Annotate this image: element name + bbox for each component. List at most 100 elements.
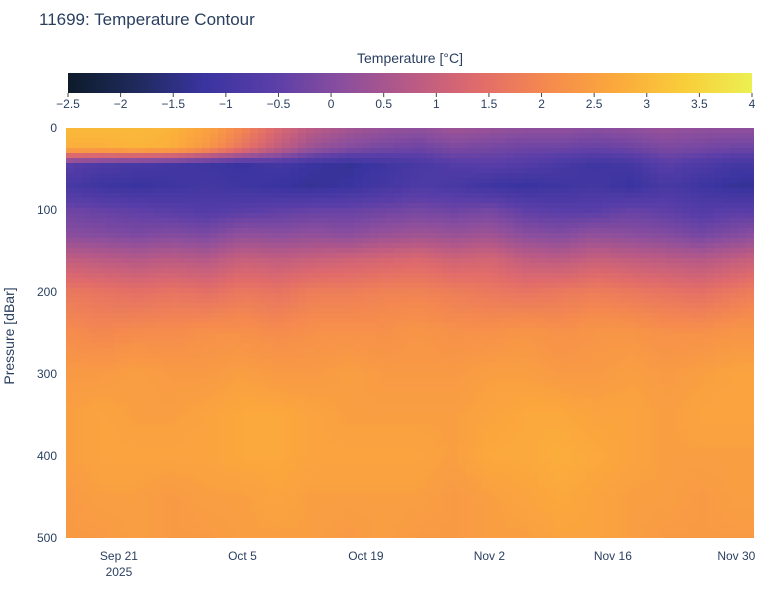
- heatmap-cell: [546, 373, 555, 379]
- heatmap-cell: [626, 258, 635, 264]
- heatmap-cell: [746, 398, 754, 404]
- heatmap-cell: [698, 303, 707, 309]
- heatmap-cell: [642, 328, 651, 334]
- heatmap-cell: [610, 333, 619, 339]
- heatmap-cell: [482, 233, 491, 239]
- heatmap-cell: [514, 173, 523, 179]
- heatmap-cell: [170, 368, 179, 374]
- heatmap-cell: [162, 268, 171, 274]
- heatmap-cell: [378, 373, 387, 379]
- heatmap-cell: [522, 343, 531, 349]
- heatmap-cell: [578, 313, 587, 319]
- heatmap-cell: [66, 288, 75, 294]
- heatmap-cell: [186, 168, 195, 174]
- heatmap-cell: [66, 238, 75, 244]
- heatmap-cell: [98, 248, 107, 254]
- heatmap-cell: [706, 368, 715, 374]
- heatmap-cell: [226, 398, 235, 404]
- heatmap-cell: [522, 298, 531, 304]
- heatmap-cell: [658, 368, 667, 374]
- heatmap-cell: [666, 158, 675, 164]
- heatmap-cell: [482, 298, 491, 304]
- heatmap-cell: [210, 353, 219, 359]
- heatmap-cell: [250, 398, 259, 404]
- heatmap-cell: [714, 328, 723, 334]
- heatmap-cell: [602, 308, 611, 314]
- heatmap-cell: [394, 143, 403, 149]
- heatmap-cell: [330, 283, 339, 289]
- heatmap-cell: [274, 328, 283, 334]
- heatmap-cell: [74, 163, 83, 169]
- heatmap-cell: [522, 413, 531, 419]
- heatmap-cell: [66, 198, 75, 204]
- heatmap-cell: [98, 198, 107, 204]
- heatmap-cell: [554, 268, 563, 274]
- heatmap-cell: [266, 248, 275, 254]
- heatmap-cell: [74, 278, 83, 284]
- heatmap-cell: [234, 308, 243, 314]
- heatmap-cell: [634, 323, 643, 329]
- heatmap-cell: [746, 228, 754, 234]
- heatmap-cell: [450, 323, 459, 329]
- heatmap-cell: [610, 398, 619, 404]
- heatmap-cell: [706, 353, 715, 359]
- heatmap-cell: [706, 143, 715, 149]
- heatmap-cell: [666, 143, 675, 149]
- heatmap-cell: [266, 138, 275, 144]
- heatmap-cell: [666, 183, 675, 189]
- heatmap-cell: [122, 258, 131, 264]
- heatmap-cell: [458, 133, 467, 139]
- heatmap-cell: [514, 233, 523, 239]
- heatmap-cell: [682, 383, 691, 389]
- heatmap-cell: [122, 193, 131, 199]
- heatmap-cell: [538, 303, 547, 309]
- heatmap-cell: [322, 258, 331, 264]
- heatmap-cell: [602, 238, 611, 244]
- heatmap-cell: [338, 373, 347, 379]
- heatmap-cell: [402, 173, 411, 179]
- heatmap-cell: [434, 173, 443, 179]
- heatmap-cell: [146, 268, 155, 274]
- heatmap-cell: [146, 183, 155, 189]
- heatmap-cell: [698, 333, 707, 339]
- heatmap-cell: [634, 353, 643, 359]
- heatmap-cell: [274, 198, 283, 204]
- heatmap-cell: [250, 138, 259, 144]
- heatmap-cell: [666, 218, 675, 224]
- heatmap-cell: [474, 278, 483, 284]
- heatmap-cell: [570, 188, 579, 194]
- heatmap-cell: [658, 128, 667, 134]
- heatmap-cell: [522, 248, 531, 254]
- heatmap-cell: [738, 303, 747, 309]
- heatmap-cell: [426, 178, 435, 184]
- heatmap-cell: [234, 398, 243, 404]
- heatmap-cell: [658, 338, 667, 344]
- heatmap-cell: [530, 293, 539, 299]
- heatmap-cell: [378, 303, 387, 309]
- heatmap-cell: [490, 298, 499, 304]
- heatmap-cell: [698, 318, 707, 324]
- heatmap-cell: [354, 243, 363, 249]
- heatmap-cell: [106, 408, 115, 414]
- heatmap-cell: [418, 343, 427, 349]
- heatmap-cell: [250, 403, 259, 409]
- heatmap-cell: [306, 323, 315, 329]
- heatmap-cell: [498, 138, 507, 144]
- heatmap-cell: [610, 208, 619, 214]
- heatmap-cell: [554, 343, 563, 349]
- heatmap-cell: [618, 183, 627, 189]
- heatmap-cell: [298, 303, 307, 309]
- heatmap-cell: [402, 378, 411, 384]
- heatmap-cell: [306, 193, 315, 199]
- heatmap-cell: [82, 348, 91, 354]
- heatmap-cell: [386, 288, 395, 294]
- heatmap-cell: [410, 133, 419, 139]
- heatmap-cell: [314, 148, 323, 154]
- heatmap-cell: [562, 273, 571, 279]
- heatmap-cell: [138, 353, 147, 359]
- heatmap-cell: [626, 293, 635, 299]
- heatmap-cell: [314, 243, 323, 249]
- heatmap-cell: [674, 293, 683, 299]
- heatmap-cell: [690, 318, 699, 324]
- heatmap-cell: [274, 183, 283, 189]
